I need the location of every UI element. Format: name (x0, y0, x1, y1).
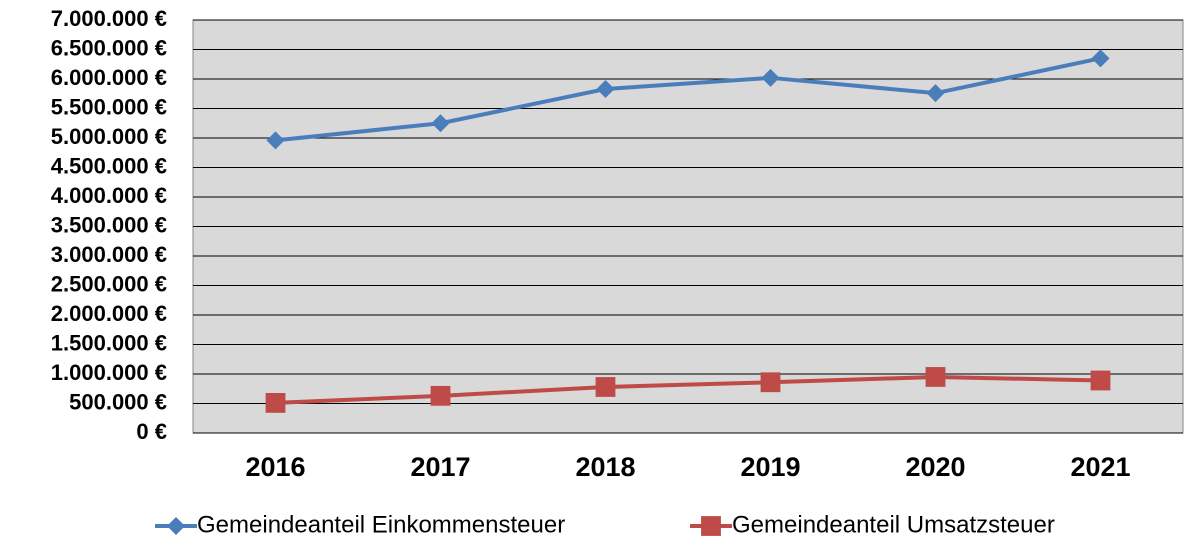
marker (1091, 49, 1110, 68)
marker (1090, 370, 1111, 391)
y-tick-label: 0 € (136, 419, 167, 444)
y-tick-label: 4.500.000 € (51, 153, 167, 178)
y-tick-label: 7.000.000 € (51, 6, 167, 31)
y-tick-label: 5.500.000 € (51, 94, 167, 119)
x-tick-label: 2016 (245, 452, 305, 482)
y-tick-label: 500.000 € (69, 389, 167, 414)
marker (760, 372, 781, 393)
y-tick-label: 3.000.000 € (51, 242, 167, 267)
series-line (275, 56, 1101, 143)
x-tick-label: 2020 (905, 452, 965, 482)
y-tick-label: 2.500.000 € (51, 271, 167, 296)
y-tick-label: 4.000.000 € (51, 183, 167, 208)
x-tick-label: 2021 (1070, 452, 1130, 482)
marker (266, 131, 285, 150)
x-tick-label: 2019 (740, 452, 800, 482)
marker (430, 385, 451, 406)
x-tick-label: 2018 (575, 452, 635, 482)
marker (761, 68, 780, 87)
legend-label: Gemeindeanteil Umsatzsteuer (732, 511, 1055, 538)
series-line (275, 374, 1101, 405)
marker (167, 517, 185, 535)
marker (265, 393, 286, 413)
y-tick-label: 5.000.000 € (51, 124, 167, 149)
marker (701, 516, 721, 536)
legend-label: Gemeindeanteil Einkommensteuer (197, 511, 565, 538)
marker (596, 80, 615, 99)
marker (926, 84, 945, 103)
marker (595, 377, 616, 397)
y-tick-label: 6.500.000 € (51, 35, 167, 60)
y-tick-label: 1.500.000 € (51, 330, 167, 355)
y-tick-label: 1.000.000 € (51, 360, 167, 385)
y-tick-label: 3.500.000 € (51, 212, 167, 237)
marker (431, 114, 450, 133)
y-tick-label: 2.000.000 € (51, 301, 167, 326)
marker (925, 367, 946, 387)
x-tick-label: 2017 (410, 452, 470, 482)
y-tick-label: 6.000.000 € (51, 65, 167, 90)
